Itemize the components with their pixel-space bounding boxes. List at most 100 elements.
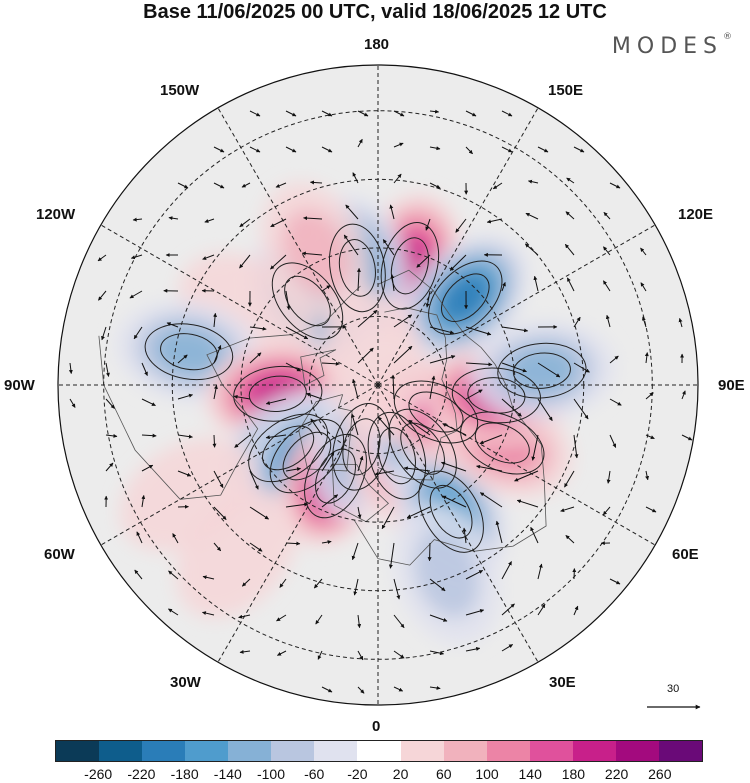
contour-line bbox=[144, 323, 234, 381]
wind-arrow bbox=[441, 461, 467, 472]
lon-label-60e: 60E bbox=[672, 546, 699, 563]
wind-arrow bbox=[492, 182, 503, 190]
wind-arrow bbox=[234, 434, 251, 448]
colorbar-swatch bbox=[443, 741, 487, 761]
wind-arrow bbox=[353, 578, 359, 596]
wind-arrow bbox=[565, 211, 575, 220]
contour-line bbox=[400, 422, 445, 475]
wind-arrow bbox=[213, 542, 222, 552]
contour-line bbox=[332, 403, 391, 491]
wind-arrow bbox=[465, 326, 492, 336]
colorbar-tick-label: 60 bbox=[436, 766, 452, 782]
wind-arrow bbox=[285, 326, 309, 340]
contour-line bbox=[160, 333, 218, 371]
wind-arrow bbox=[393, 110, 405, 117]
wind-arrow bbox=[357, 506, 362, 519]
wind-arrow bbox=[429, 146, 441, 151]
wind-arrow bbox=[645, 506, 657, 513]
wind-arrow bbox=[388, 542, 395, 569]
wind-arrow bbox=[343, 234, 359, 256]
wind-arrow bbox=[351, 542, 359, 561]
wind-arrow bbox=[321, 285, 331, 292]
wind-arrow bbox=[640, 282, 647, 292]
anomaly-shade bbox=[323, 289, 425, 436]
contour-line bbox=[271, 262, 344, 340]
wind-arrow bbox=[141, 464, 154, 472]
wind-arrow bbox=[416, 254, 431, 268]
colorbar-tick-label: 140 bbox=[518, 766, 542, 782]
wind-arrow bbox=[393, 650, 405, 659]
wind-arrow bbox=[168, 608, 179, 616]
colorbar-swatch bbox=[271, 741, 315, 761]
wind-arrow bbox=[129, 290, 143, 299]
registered-mark: ® bbox=[723, 31, 732, 42]
wind-arrow bbox=[564, 243, 575, 256]
wind-arrow bbox=[644, 352, 649, 364]
wind-arrow bbox=[285, 502, 309, 508]
wind-arrow bbox=[681, 390, 686, 400]
wind-arrow bbox=[389, 204, 395, 220]
wind-arrow bbox=[321, 361, 340, 366]
wind-arrow bbox=[573, 605, 579, 616]
wind-arrow bbox=[202, 575, 215, 580]
wind-arrow bbox=[98, 290, 107, 301]
colorbar-tick-label: -60 bbox=[304, 766, 325, 782]
wind-arrow bbox=[141, 398, 156, 407]
wind-arrow bbox=[133, 326, 143, 340]
colorbar-swatch bbox=[56, 741, 100, 761]
wind-arrow bbox=[249, 110, 261, 117]
colorbar-tick-label: -20 bbox=[347, 766, 368, 782]
wind-arrow bbox=[177, 434, 193, 439]
wind-arrow bbox=[377, 416, 395, 436]
wind-arrow bbox=[429, 355, 456, 364]
wind-arrow bbox=[393, 345, 413, 364]
wind-arrow bbox=[321, 146, 333, 153]
wind-arrow bbox=[390, 274, 395, 292]
wind-arrow bbox=[357, 614, 362, 629]
wind-arrow bbox=[213, 345, 222, 364]
wind-arrow bbox=[382, 239, 395, 256]
wind-arrow bbox=[105, 433, 118, 438]
wind-arrow bbox=[501, 110, 513, 117]
wind-arrow bbox=[213, 470, 224, 489]
chart-title: Base 11/06/2025 00 UTC, valid 18/06/2025… bbox=[143, 1, 607, 23]
wind-arrow bbox=[275, 182, 287, 188]
wind-arrow bbox=[357, 309, 378, 328]
wind-arrow bbox=[213, 146, 225, 153]
colorbar-swatch bbox=[572, 741, 616, 761]
wind-arrow bbox=[69, 398, 76, 408]
contour-line bbox=[304, 433, 367, 519]
colorbar-tick-label: 180 bbox=[561, 766, 586, 782]
wind-arrow bbox=[501, 146, 513, 153]
wind-arrow bbox=[233, 394, 251, 400]
wind-arrow bbox=[408, 419, 431, 436]
wind-arrow bbox=[393, 578, 401, 600]
colorbar-swatch bbox=[99, 741, 143, 761]
wind-arrow bbox=[393, 142, 404, 148]
wind-arrow bbox=[350, 413, 359, 436]
wind-arrow bbox=[602, 506, 611, 516]
wind-arrow bbox=[465, 362, 493, 367]
wind-arrow bbox=[277, 650, 287, 656]
wind-arrow bbox=[501, 644, 514, 652]
colorbar-swatch bbox=[486, 741, 530, 761]
wind-arrow bbox=[213, 312, 218, 328]
wind-arrow bbox=[393, 173, 402, 184]
wind-arrow bbox=[97, 254, 107, 262]
wind-arrow bbox=[560, 506, 575, 513]
colorbar-swatch bbox=[142, 741, 186, 761]
wind-arrow bbox=[270, 254, 287, 270]
wind-arrow bbox=[213, 384, 218, 400]
wind-vectors bbox=[68, 109, 693, 694]
wind-arrow bbox=[495, 520, 503, 544]
latitude-circle bbox=[240, 247, 516, 523]
wind-arrow bbox=[429, 109, 440, 114]
anomaly-shade bbox=[176, 488, 298, 618]
wind-arrow bbox=[537, 146, 549, 153]
wind-arrow bbox=[603, 211, 611, 220]
wind-arrow bbox=[202, 611, 215, 616]
colorbar-tick-label: 100 bbox=[475, 766, 499, 782]
coastline bbox=[377, 307, 458, 481]
wind-arrow bbox=[681, 434, 693, 441]
